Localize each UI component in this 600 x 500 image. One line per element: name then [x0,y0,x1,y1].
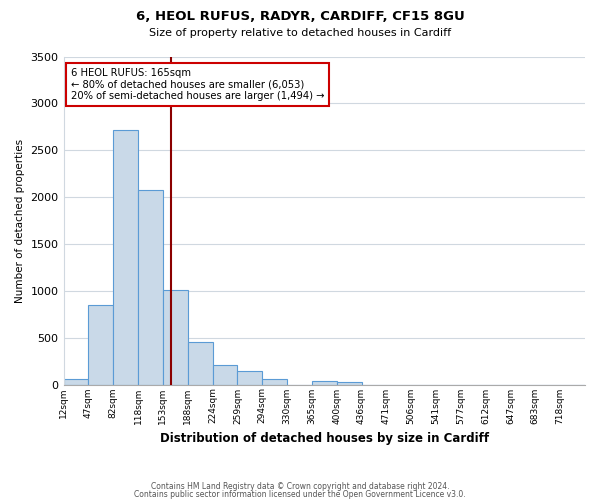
Text: 6, HEOL RUFUS, RADYR, CARDIFF, CF15 8GU: 6, HEOL RUFUS, RADYR, CARDIFF, CF15 8GU [136,10,464,23]
Bar [312,381,337,384]
Bar [88,305,113,384]
Bar [138,190,163,384]
Bar [212,365,238,384]
Bar [163,290,188,384]
Text: Contains public sector information licensed under the Open Government Licence v3: Contains public sector information licen… [134,490,466,499]
Y-axis label: Number of detached properties: Number of detached properties [15,138,25,302]
Text: 6 HEOL RUFUS: 165sqm
← 80% of detached houses are smaller (6,053)
20% of semi-de: 6 HEOL RUFUS: 165sqm ← 80% of detached h… [71,68,325,101]
Bar [262,380,287,384]
Text: Contains HM Land Registry data © Crown copyright and database right 2024.: Contains HM Land Registry data © Crown c… [151,482,449,491]
Bar [188,342,212,384]
Bar [337,382,362,384]
Text: Size of property relative to detached houses in Cardiff: Size of property relative to detached ho… [149,28,451,38]
Bar [238,371,262,384]
Bar [113,130,138,384]
X-axis label: Distribution of detached houses by size in Cardiff: Distribution of detached houses by size … [160,432,489,445]
Bar [64,380,88,384]
